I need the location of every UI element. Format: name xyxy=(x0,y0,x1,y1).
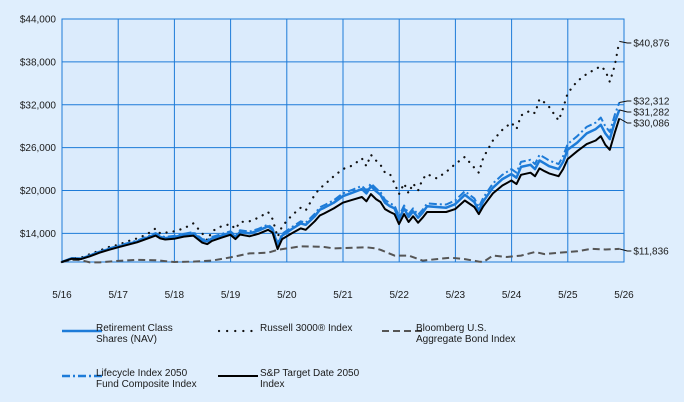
x-axis-tick-labels: 5/16 5/17 5/18 5/19 5/20 5/21 5/22 5/23 5/24 5/25… xyxy=(52,290,634,301)
x-tick-label: 5/21 xyxy=(333,290,353,301)
x-tick-label: 5/22 xyxy=(389,290,409,301)
x-tick-label: 5/18 xyxy=(165,290,185,301)
chart-grid xyxy=(61,18,625,263)
x-tick-label: 5/19 xyxy=(221,290,241,301)
x-tick-label: 5/24 xyxy=(502,290,522,301)
series-line xyxy=(61,118,621,263)
legend-label: Russell 3000® Index xyxy=(260,323,353,334)
legend-swatch-solid-black xyxy=(218,375,258,377)
series-line xyxy=(61,109,621,264)
chart-series xyxy=(60,40,621,264)
x-tick-label: 5/25 xyxy=(558,290,578,301)
end-value-label: $32,312 xyxy=(633,97,670,108)
end-value-labels: $31,282 $40,876 $11,836 $32,312 $30,086 xyxy=(619,39,670,258)
legend-swatch-dashed-gray xyxy=(382,330,422,332)
legend-label: Bloomberg U.S. Aggregate Bond Index xyxy=(416,323,516,345)
end-value-label: $30,086 xyxy=(633,119,670,130)
end-label-leader xyxy=(619,248,632,252)
end-value-label: $11,836 xyxy=(633,247,669,258)
y-tick-label: $20,000 xyxy=(20,186,57,197)
y-axis-tick-labels: $14,000 $20,000 $26,000 $32,000 $38,000 $44,0… xyxy=(20,15,57,240)
x-tick-label: 5/20 xyxy=(277,290,297,301)
x-tick-label: 5/26 xyxy=(614,290,634,301)
end-label-leader xyxy=(619,40,632,44)
y-tick-label: $14,000 xyxy=(20,229,57,240)
end-label-leader xyxy=(619,100,632,104)
end-label-leader xyxy=(619,109,632,113)
y-tick-label: $26,000 xyxy=(20,143,57,154)
x-tick-label: 5/16 xyxy=(52,290,72,301)
legend-label: Retirement Class Shares (NAV) xyxy=(96,323,173,345)
y-tick-label: $44,000 xyxy=(20,15,57,26)
legend-label: S&P Target Date 2050 Index xyxy=(260,368,360,390)
x-tick-label: 5/23 xyxy=(446,290,466,301)
series-line xyxy=(60,40,621,264)
legend-swatch-dashdot-blue xyxy=(62,374,102,378)
end-label-leader xyxy=(619,118,632,124)
legend-swatch-solid-blue xyxy=(62,329,102,333)
series-line xyxy=(61,245,620,264)
legend-swatch-dotted-black xyxy=(218,329,258,333)
end-value-label: $31,282 xyxy=(633,108,670,119)
y-tick-label: $38,000 xyxy=(20,57,57,68)
x-tick-label: 5/17 xyxy=(108,290,128,301)
legend-label: Lifecycle Index 2050 Fund Composite Inde… xyxy=(96,368,197,390)
y-tick-label: $32,000 xyxy=(20,100,57,111)
end-value-label: $40,876 xyxy=(633,39,670,50)
